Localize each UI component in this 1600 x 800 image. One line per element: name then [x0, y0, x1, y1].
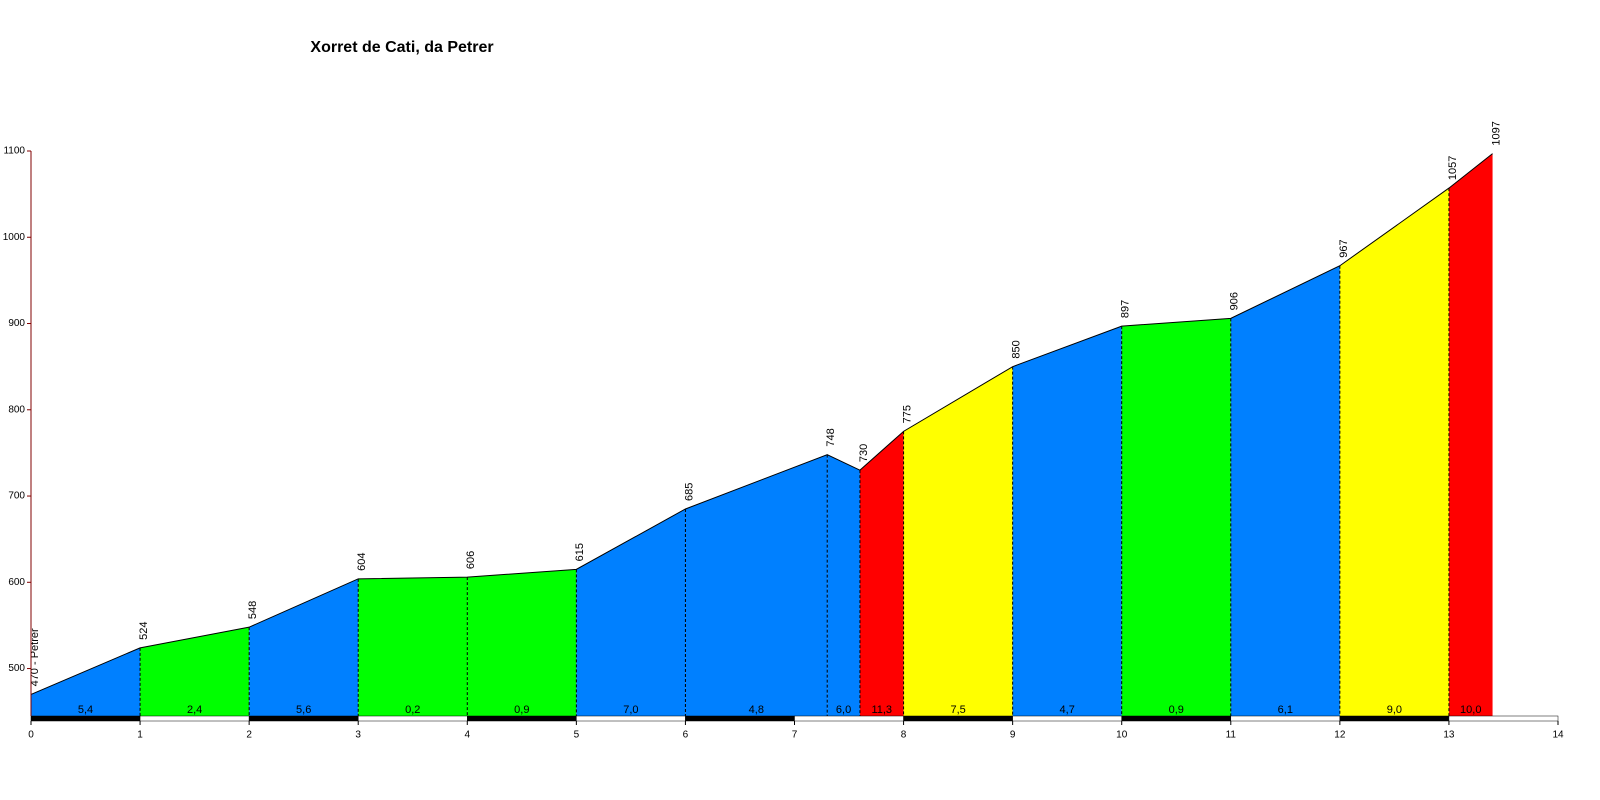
segment-fill [1012, 326, 1122, 716]
x-tick-label: 3 [355, 730, 361, 741]
km-strip [1448, 715, 1559, 722]
segment-fill [903, 366, 1013, 716]
x-tick-label: 8 [901, 730, 907, 741]
segment-fill [358, 577, 468, 716]
km-strip [1339, 715, 1450, 722]
y-tick-label: 500 [8, 663, 25, 674]
gradient-label: 5,6 [296, 704, 311, 716]
x-tick-label: 11 [1226, 730, 1237, 741]
x-tick-label: 10 [1116, 730, 1128, 741]
km-strip [357, 715, 468, 722]
km-strip [139, 715, 250, 722]
km-strip [30, 715, 141, 722]
y-tick-label: 700 [8, 491, 25, 502]
segment-fill [249, 578, 359, 716]
segment-fill [827, 454, 860, 716]
segment-fill [576, 508, 686, 716]
km-strip [576, 715, 686, 722]
gradient-label: 6,0 [836, 704, 851, 716]
x-tick-label: 0 [28, 730, 34, 741]
gradient-label: 5,4 [78, 704, 93, 716]
elevation-label: 615 [574, 543, 586, 561]
gradient-label: 11,3 [871, 704, 892, 716]
segment-fill [1230, 265, 1340, 716]
segment-fill [1448, 153, 1493, 717]
gradient-label: 7,5 [950, 704, 965, 716]
gradient-label: 2,4 [187, 704, 202, 716]
gradient-label: 10,0 [1460, 704, 1481, 716]
x-tick-label: 14 [1552, 730, 1564, 741]
gradient-label: 4,8 [749, 704, 764, 716]
km-strip [248, 715, 359, 722]
segment-fill [467, 569, 577, 716]
km-strip [1230, 715, 1341, 722]
segment-fill [31, 647, 141, 716]
x-tick-label: 1 [137, 730, 143, 741]
segment-fill [140, 627, 250, 716]
km-strip [1012, 715, 1122, 722]
elevation-label: 850 [1011, 340, 1023, 358]
y-tick-label: 600 [8, 577, 25, 588]
gradient-label: 9,0 [1387, 704, 1402, 716]
segment-fill [1339, 188, 1449, 716]
km-strip [903, 715, 1013, 722]
x-tick-label: 13 [1443, 730, 1455, 741]
elevation-label: 1097 [1490, 121, 1502, 145]
x-tick-label: 9 [1010, 730, 1016, 741]
x-tick-label: 12 [1334, 730, 1346, 741]
segment-fill [1121, 318, 1231, 716]
km-strip [685, 715, 795, 722]
elevation-label: 897 [1120, 300, 1132, 318]
elevation-label: 524 [138, 621, 150, 639]
gradient-label: 0,9 [1169, 704, 1184, 716]
x-tick-label: 7 [792, 730, 798, 741]
elevation-label: 470 - Petrer [29, 628, 41, 686]
elevation-label: 748 [825, 428, 837, 446]
km-strip [1121, 715, 1232, 722]
segment-fill [685, 454, 828, 716]
y-tick-label: 1100 [3, 146, 25, 157]
gradient-label: 7,0 [623, 704, 638, 716]
x-tick-label: 2 [246, 730, 252, 741]
gradient-label: 0,9 [514, 704, 529, 716]
km-strip [467, 715, 577, 722]
segment-fill [859, 431, 904, 716]
elevation-label: 730 [858, 444, 870, 462]
chart-title: Xorret de Cati, da Petrer [310, 39, 493, 56]
y-tick-label: 900 [8, 318, 25, 329]
y-tick-label: 800 [8, 404, 25, 415]
gradient-label: 6,1 [1278, 704, 1293, 716]
x-tick-label: 6 [683, 730, 689, 741]
y-tick-label: 1000 [3, 232, 26, 243]
x-tick-label: 4 [465, 730, 471, 741]
elevation-label: 775 [901, 405, 913, 423]
gradient-label: 4,7 [1060, 704, 1075, 716]
elevation-label: 967 [1338, 239, 1350, 257]
km-strip [794, 715, 904, 722]
elevation-label: 604 [356, 552, 368, 570]
elevation-label: 906 [1229, 292, 1241, 310]
elevation-label: 548 [247, 601, 259, 619]
elevation-label: 1057 [1447, 156, 1459, 180]
x-tick-label: 5 [574, 730, 580, 741]
gradient-label: 0,2 [405, 704, 420, 716]
profile-line [30, 153, 1493, 695]
elevation-label: 606 [465, 551, 477, 569]
elevation-label: 685 [683, 483, 695, 501]
